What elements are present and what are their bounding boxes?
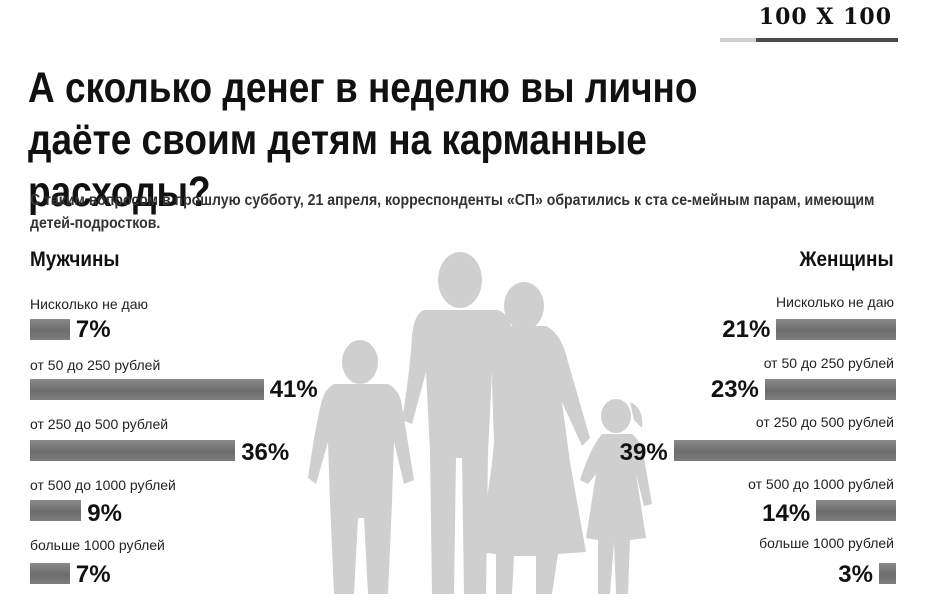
men-value-label: 7%: [75, 316, 111, 343]
women-category-label: Нисколько не даю: [776, 294, 894, 310]
men-value-label: 36%: [241, 439, 290, 466]
men-value-label: 7%: [75, 561, 111, 588]
men-value-label: 9%: [87, 500, 122, 527]
brand-rule: [720, 38, 898, 42]
chart-subtitle: С таким вопросом в прошлую субботу, 21 а…: [30, 192, 875, 232]
chart-title: А сколько денег в неделю вы лично даёте …: [28, 64, 698, 216]
men-category-label: от 250 до 500 рублей: [30, 416, 169, 432]
women-bar: [816, 500, 896, 521]
men-bar: [30, 500, 82, 521]
women-category-label: больше 1000 рублей: [759, 535, 894, 551]
legend-men: Мужчины: [30, 248, 120, 271]
men-bar: [30, 563, 70, 584]
legend-women: Женщины: [799, 248, 894, 271]
women-bar: [673, 440, 896, 461]
men-category-label: от 500 до 1000 рублей: [30, 477, 176, 493]
women-value-label: 3%: [838, 561, 873, 588]
brand-label: 100 Х 100: [758, 4, 892, 30]
men-value-label: 41%: [269, 376, 318, 403]
men-bar: [30, 319, 70, 340]
men-bar: [30, 440, 236, 461]
family-silhouette-image: [308, 252, 652, 594]
women-value-label: 14%: [762, 500, 811, 527]
men-category-label: от 50 до 250 рублей: [30, 357, 161, 373]
women-value-label: 23%: [710, 376, 759, 403]
men-category-label: больше 1000 рублей: [30, 537, 165, 553]
men-category-label: Нисколько не даю: [30, 296, 148, 312]
women-bar: [878, 563, 896, 584]
women-bar: [764, 379, 896, 400]
women-category-label: от 250 до 500 рублей: [755, 414, 894, 430]
women-category-label: от 50 до 250 рублей: [763, 355, 894, 371]
men-bar: [30, 379, 264, 400]
women-bar: [776, 319, 896, 340]
women-value-label: 21%: [722, 316, 771, 343]
women-value-label: 39%: [619, 439, 668, 466]
women-category-label: от 500 до 1000 рублей: [748, 476, 894, 492]
